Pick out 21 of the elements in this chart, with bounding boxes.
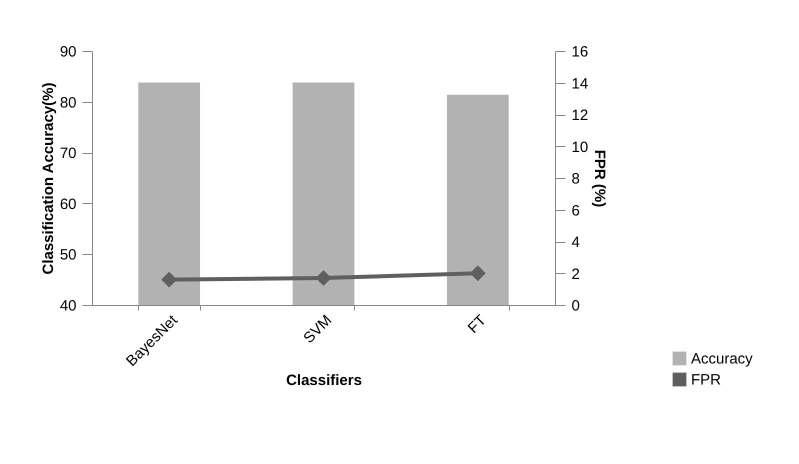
y-tick-label: 70 xyxy=(60,145,76,162)
y2-tick-label: 6 xyxy=(572,202,580,220)
y-tick-label: 40 xyxy=(60,298,76,314)
x-tick-label: FT xyxy=(464,312,490,337)
y2-axis-title: FPR (%) xyxy=(591,150,608,208)
y2-tick-label: 8 xyxy=(572,170,580,188)
y-tick-label: 80 xyxy=(60,94,76,112)
legend-label: FPR xyxy=(691,372,722,388)
y2-tick-label: 14 xyxy=(572,75,588,92)
legend-label: Accuracy xyxy=(691,350,754,368)
y-axis-title: Classification Accuracy(%) xyxy=(40,82,57,275)
y2-tick-label: 4 xyxy=(572,234,580,251)
y2-tick-label: 10 xyxy=(572,138,588,156)
y2-tick-label: 0 xyxy=(572,298,580,314)
y-tick-label: 60 xyxy=(60,196,76,213)
y2-tick-label: 16 xyxy=(572,44,588,60)
y2-tick-label: 2 xyxy=(572,266,580,283)
x-axis-title: Classifiers xyxy=(286,372,362,390)
y2-tick-label: 12 xyxy=(572,107,588,124)
y-tick-label: 50 xyxy=(60,246,76,264)
y-tick-label: 90 xyxy=(60,44,76,60)
